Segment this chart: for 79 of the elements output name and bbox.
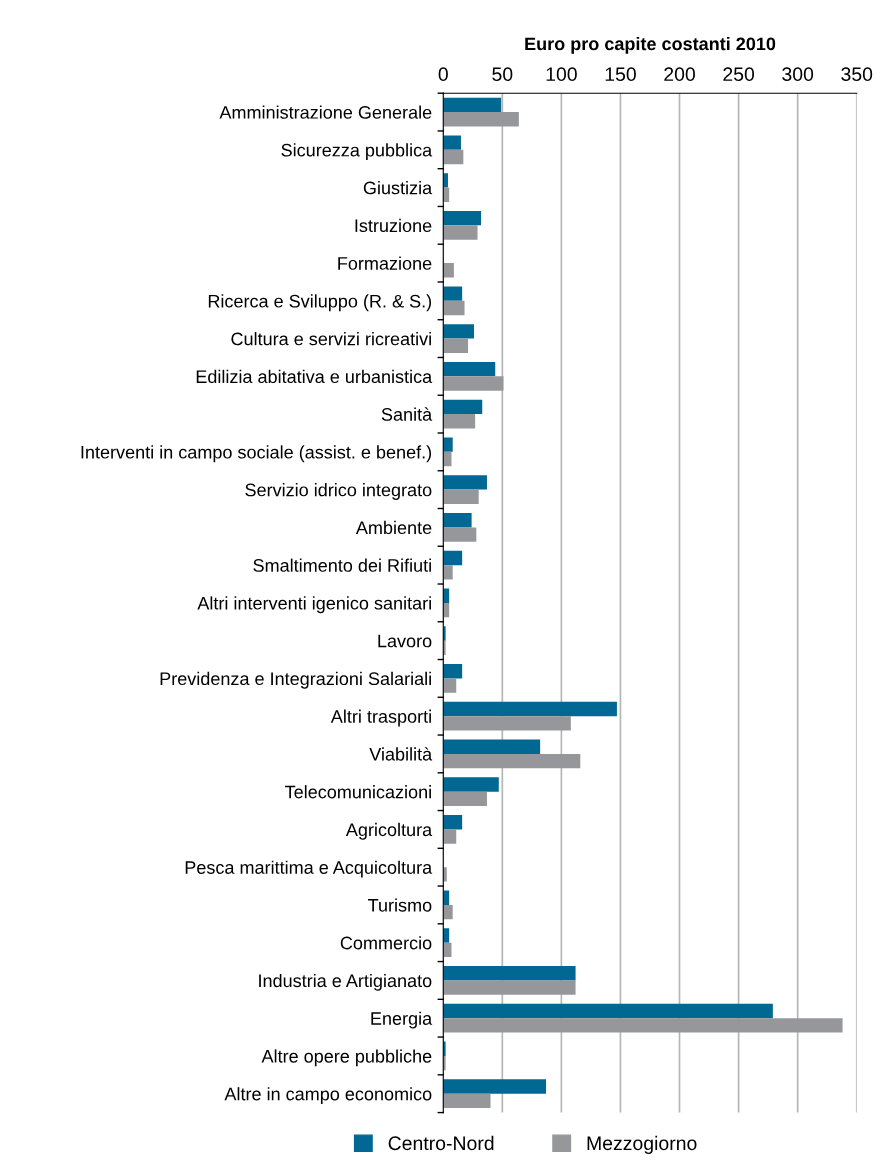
- x-axis-title: Euro pro capite costanti 2010: [525, 36, 776, 54]
- bar: [443, 527, 477, 542]
- bar: [443, 1079, 547, 1094]
- x-tick-label: 250: [723, 67, 755, 82]
- x-tick-label: 150: [605, 67, 636, 82]
- y-tick-label: Altre opere pubbliche: [261, 1049, 432, 1067]
- bar: [443, 437, 453, 452]
- bar: [443, 149, 464, 165]
- y-tick-label: Istruzione: [355, 218, 432, 233]
- y-tick-label: Sicurezza pubblica: [281, 143, 433, 161]
- y-tick-label: Agricoltura: [345, 822, 433, 840]
- bar: [443, 664, 463, 679]
- bar: [443, 376, 504, 391]
- bar: [443, 324, 474, 339]
- bar: [443, 565, 453, 580]
- bar: [443, 399, 483, 415]
- bar: [443, 286, 463, 301]
- y-tick-label: Servizio idrico integrato: [245, 483, 432, 500]
- bar: [443, 210, 482, 226]
- bar: [443, 777, 499, 792]
- x-tick-label: 350: [841, 67, 873, 82]
- bar: [443, 753, 581, 769]
- bar: [443, 112, 519, 127]
- x-tick-label: 0: [438, 67, 448, 82]
- bar: [443, 815, 463, 830]
- x-tick-label: 300: [782, 67, 814, 82]
- bar: [443, 300, 465, 316]
- y-tick-label: Altri interventi igenico sanitari: [197, 596, 431, 614]
- bar: [443, 489, 479, 504]
- bar: [443, 97, 502, 113]
- legend-label: Centro-Nord: [388, 1135, 494, 1151]
- y-tick-label: Edilizia abitativa e urbanistica: [196, 369, 433, 384]
- bar: [443, 1003, 773, 1019]
- y-tick-label: Viabilità: [369, 747, 433, 761]
- y-tick-label: Ambiente: [355, 520, 432, 535]
- y-tick-label: Smaltimento dei Rifiuti: [253, 558, 431, 572]
- y-tick-label: Turismo: [368, 898, 432, 912]
- bar: [443, 739, 541, 754]
- bar: [443, 338, 469, 353]
- bar: [443, 942, 452, 958]
- y-tick-label: Altri trasporti: [330, 709, 431, 727]
- bar: [443, 980, 576, 995]
- y-tick-label: Formazione: [338, 256, 432, 270]
- bar: [443, 451, 452, 467]
- bar: [443, 225, 478, 240]
- y-tick-label: Interventi in campo sociale (assist. e benef.): [81, 445, 432, 463]
- bar: [443, 414, 476, 429]
- bar: [443, 263, 454, 278]
- y-tick-label: Industria e Artigianato: [259, 973, 432, 991]
- y-tick-label: Altre in campo economico: [224, 1087, 432, 1104]
- bar: [443, 1093, 491, 1109]
- y-tick-label: Commercio: [340, 936, 432, 950]
- y-tick-label: Previdenza e Integrazioni Salariali: [160, 671, 431, 689]
- bar: [443, 362, 496, 377]
- bar: [443, 513, 472, 528]
- x-tick-label: 100: [546, 67, 577, 82]
- bar: [443, 829, 457, 844]
- bar: [443, 716, 571, 731]
- bar: [443, 904, 453, 920]
- y-tick-label: Amministrazione Generale: [219, 105, 432, 119]
- y-tick-label: Lavoro: [378, 634, 432, 648]
- x-tick-label: 200: [664, 67, 695, 82]
- bar: [443, 678, 457, 693]
- x-tick-label: 50: [492, 67, 513, 82]
- y-tick-label: Sanità: [381, 407, 433, 421]
- y-tick-label: Energia: [371, 1011, 433, 1029]
- bar: [443, 966, 576, 981]
- y-tick-label: Cultura e servizi ricreativi: [231, 332, 431, 346]
- bar: [443, 791, 487, 807]
- y-tick-label: Giustizia: [363, 181, 433, 195]
- bar: [443, 701, 617, 717]
- y-tick-label: Pesca marittima e Acquicoltura: [185, 860, 433, 878]
- bar: [443, 550, 463, 566]
- bar: [443, 1018, 843, 1033]
- legend-label: Mezzogiorno: [587, 1135, 697, 1154]
- y-tick-label: Telecomunicazioni: [285, 785, 431, 799]
- bar: [443, 135, 461, 150]
- y-tick-label: Ricerca e Sviluppo (R. & S.): [208, 294, 432, 312]
- bar: [443, 475, 487, 490]
